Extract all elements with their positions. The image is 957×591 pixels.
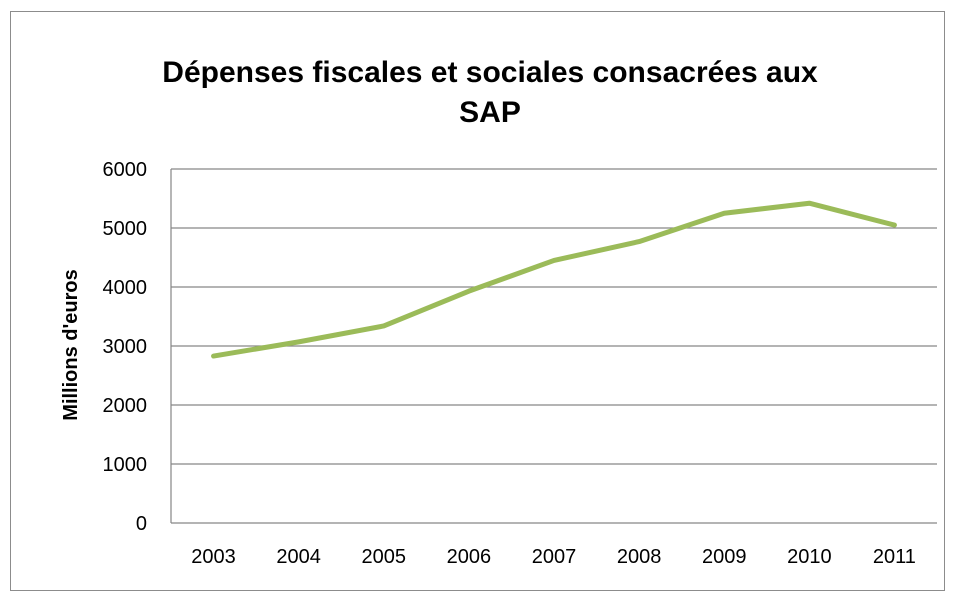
y-tick-labels: 0 1000 2000 3000 4000 5000 6000	[103, 159, 148, 535]
x-tick-label: 2007	[532, 546, 577, 568]
x-tick-label: 2003	[191, 546, 236, 568]
y-tick-label: 5000	[103, 218, 148, 240]
x-tick-label: 2004	[276, 546, 321, 568]
chart-title-line-2: SAP	[459, 96, 521, 129]
chart-title-line-1: Dépenses fiscales et sociales consacrées…	[162, 56, 818, 89]
y-tick-label: 4000	[103, 277, 148, 299]
series-layer	[214, 203, 895, 356]
y-tick-label: 2000	[103, 395, 148, 417]
series-line	[214, 203, 895, 356]
y-tick-label: 0	[136, 513, 147, 535]
x-tick-label: 2011	[873, 546, 916, 568]
x-tick-labels: 2003 2004 2005 2006 2007 2008 2009 2010 2011	[191, 546, 916, 568]
y-axis-title: Millions d'euros	[60, 269, 82, 420]
y-tick-label: 3000	[103, 336, 148, 358]
x-tick-label: 2008	[617, 546, 662, 568]
y-tick-label: 1000	[103, 454, 148, 476]
x-tick-label: 2010	[787, 546, 832, 568]
x-tick-label: 2005	[362, 546, 407, 568]
x-tick-label: 2009	[702, 546, 747, 568]
x-tick-label: 2006	[447, 546, 492, 568]
y-tick-label: 6000	[103, 159, 148, 181]
